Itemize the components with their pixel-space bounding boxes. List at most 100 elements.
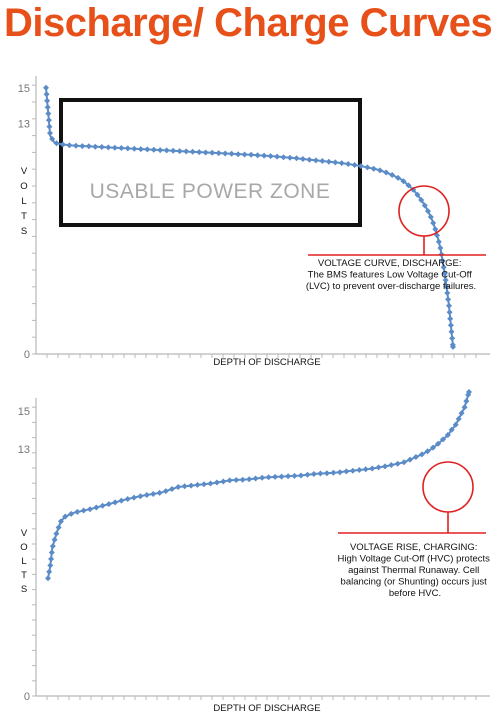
data-point bbox=[43, 84, 49, 91]
data-point bbox=[448, 328, 455, 335]
data-point bbox=[362, 466, 369, 473]
page-title: Discharge/ Charge Curves bbox=[4, 1, 493, 45]
data-point bbox=[306, 156, 313, 163]
data-point bbox=[427, 214, 434, 220]
data-point bbox=[202, 149, 209, 156]
usable-power-zone-label: USABLE POWER ZONE bbox=[90, 180, 331, 203]
data-point bbox=[162, 488, 169, 495]
data-point bbox=[449, 335, 456, 342]
usable-power-zone-box bbox=[59, 98, 362, 227]
data-point bbox=[461, 404, 468, 411]
data-point bbox=[446, 302, 452, 309]
data-point bbox=[299, 156, 306, 162]
data-point bbox=[49, 136, 56, 142]
data-point bbox=[111, 144, 118, 151]
charge-annotation-line: balancing (or Shunting) occurs just bbox=[341, 577, 488, 588]
data-point bbox=[175, 484, 182, 490]
data-point bbox=[312, 157, 319, 164]
data-point bbox=[80, 507, 87, 514]
data-point bbox=[351, 162, 358, 168]
data-point bbox=[105, 144, 112, 151]
data-point bbox=[246, 476, 253, 483]
discharge-annotation-line: VOLTAGE CURVE, DISCHARGE: bbox=[318, 258, 462, 269]
data-point bbox=[414, 191, 421, 198]
data-point bbox=[215, 150, 222, 157]
data-point bbox=[356, 467, 363, 473]
data-point bbox=[157, 147, 164, 154]
data-point bbox=[143, 492, 150, 498]
data-point bbox=[53, 530, 60, 537]
data-point bbox=[87, 506, 93, 513]
data-point bbox=[44, 104, 51, 111]
data-point bbox=[448, 426, 455, 433]
data-point bbox=[267, 153, 274, 160]
data-point bbox=[310, 471, 317, 477]
y-tick-label: 13 bbox=[18, 118, 30, 130]
data-point bbox=[248, 151, 255, 158]
data-point bbox=[465, 391, 472, 398]
data-point bbox=[450, 343, 456, 350]
data-point bbox=[150, 146, 157, 153]
data-point bbox=[68, 510, 75, 517]
data-point bbox=[317, 470, 324, 477]
data-point bbox=[228, 150, 235, 157]
data-point bbox=[53, 140, 60, 147]
data-point bbox=[358, 163, 364, 170]
data-point bbox=[44, 97, 51, 104]
data-point bbox=[170, 147, 177, 154]
data-point bbox=[131, 494, 137, 501]
data-point bbox=[92, 143, 99, 150]
data-point bbox=[45, 117, 52, 124]
tick-marks bbox=[32, 84, 477, 358]
data-point bbox=[466, 389, 472, 395]
data-point bbox=[62, 513, 69, 520]
data-point bbox=[424, 448, 431, 455]
data-point bbox=[43, 91, 50, 98]
data-point bbox=[176, 148, 183, 155]
data-point bbox=[274, 153, 281, 160]
data-point bbox=[48, 549, 55, 556]
y-tick-label: 15 bbox=[18, 83, 30, 95]
data-point bbox=[124, 496, 131, 502]
charge-annotation-line: VOLTAGE RISE, CHARGING: bbox=[350, 542, 477, 553]
data-point bbox=[241, 151, 248, 158]
discharge-annotation-line: (LVC) to prevent over-discharge failures… bbox=[306, 281, 476, 292]
data-point bbox=[444, 290, 451, 296]
charge-data-points bbox=[45, 389, 472, 582]
data-point bbox=[201, 481, 207, 488]
data-point bbox=[99, 502, 106, 509]
data-point bbox=[293, 155, 300, 162]
discharge-data-points bbox=[43, 84, 456, 350]
data-point bbox=[345, 161, 352, 167]
x-axis-title: DEPTH OF DISCHARGE bbox=[213, 357, 320, 368]
data-point bbox=[332, 159, 339, 166]
data-point bbox=[169, 486, 175, 492]
data-point bbox=[74, 508, 81, 515]
data-point bbox=[412, 454, 419, 460]
y-tick-label: 0 bbox=[24, 691, 30, 703]
data-point bbox=[452, 421, 459, 428]
data-point bbox=[252, 475, 259, 482]
data-point bbox=[59, 141, 66, 148]
data-point bbox=[442, 277, 449, 284]
data-point bbox=[278, 473, 285, 480]
data-point bbox=[440, 436, 446, 443]
data-point bbox=[220, 478, 227, 485]
data-point bbox=[455, 415, 462, 422]
data-point bbox=[66, 142, 73, 149]
data-point bbox=[463, 398, 470, 405]
data-point bbox=[79, 143, 86, 150]
data-point bbox=[196, 149, 203, 156]
data-point bbox=[325, 158, 332, 165]
data-point bbox=[439, 257, 446, 264]
data-point bbox=[45, 110, 52, 117]
data-point bbox=[209, 149, 216, 156]
data-point bbox=[105, 501, 112, 508]
charge-annotation-line: High Voltage Cut-Off (HVC) protects bbox=[337, 554, 490, 565]
data-point bbox=[222, 150, 229, 157]
data-point bbox=[118, 497, 125, 504]
data-point bbox=[400, 178, 407, 185]
data-point bbox=[291, 472, 298, 479]
